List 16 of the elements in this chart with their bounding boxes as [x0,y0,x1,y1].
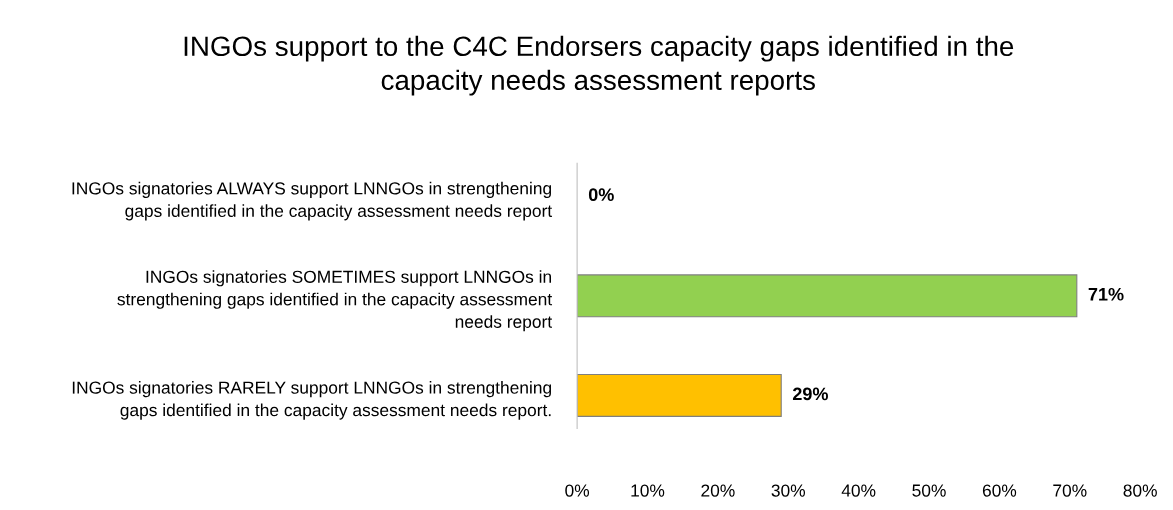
y-tick-label: INGOs signatories RARELY support LNNGOs in strengthening gaps identified in the capacity assessment needs report. [72,381,552,420]
x-tick-label: 70% [1053,484,1087,497]
chart-title: INGOs support to the C4C Endorsers capacity gaps identified in the capacity needs assessment reports [184,35,1014,96]
data-label: 71% [1088,287,1124,301]
y-tick-label: INGOs signatories SOMETIMES support LNNGOs in strengthening gaps identified in the capacity assessment needs report [117,270,553,332]
x-tick-label: 10% [631,484,665,497]
x-tick-label: 20% [701,484,735,497]
x-tick-label: 30% [771,484,806,497]
x-tick-label: 0% [565,484,590,497]
data-label: 29% [792,387,828,401]
x-tick-label: 40% [841,484,876,497]
x-tick-label: 60% [982,484,1017,497]
x-tick-label: 50% [912,484,946,497]
data-label: 0% [588,188,614,202]
y-tick-label: INGOs signatories ALWAYS support LNNGOs in strengthening gaps identified in the capacity assessment needs report [72,181,553,221]
x-tick-label: 80% [1123,484,1157,497]
